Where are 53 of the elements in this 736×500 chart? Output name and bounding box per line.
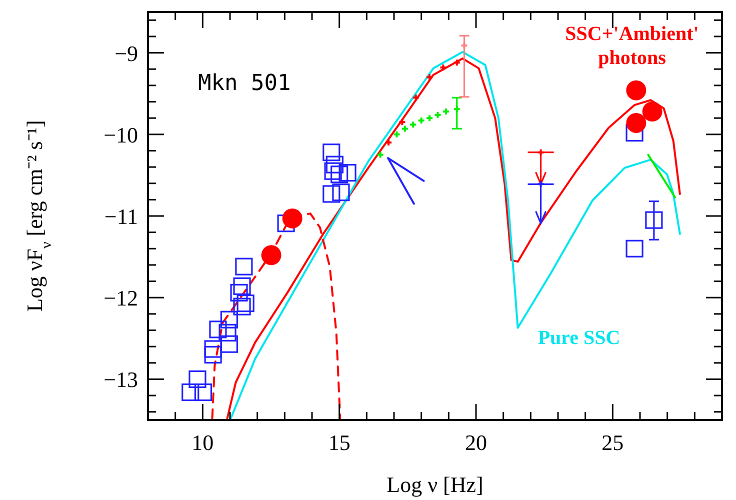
y-tick-label: −10 bbox=[104, 122, 138, 148]
x-tick-label: 10 bbox=[192, 430, 214, 455]
point bbox=[322, 185, 340, 203]
point bbox=[645, 211, 663, 229]
point bbox=[220, 335, 238, 353]
x-tick-label: 15 bbox=[328, 430, 350, 455]
point bbox=[392, 130, 401, 138]
point bbox=[452, 105, 461, 114]
point bbox=[400, 124, 409, 133]
point bbox=[235, 258, 253, 276]
point bbox=[277, 214, 295, 232]
y-tick-label: −12 bbox=[104, 286, 138, 311]
x-tick-label: 20 bbox=[465, 430, 487, 455]
x-tick-label: 25 bbox=[602, 430, 624, 455]
point bbox=[233, 298, 251, 316]
point bbox=[409, 120, 418, 129]
point bbox=[322, 144, 340, 162]
point bbox=[626, 80, 646, 100]
point bbox=[324, 162, 342, 180]
y-tick-label: −11 bbox=[104, 204, 138, 229]
point bbox=[218, 324, 236, 342]
point bbox=[261, 245, 282, 266]
point bbox=[434, 110, 442, 119]
point bbox=[626, 124, 644, 142]
point bbox=[233, 277, 251, 295]
point bbox=[626, 112, 646, 133]
point bbox=[452, 58, 461, 67]
point bbox=[204, 346, 222, 364]
point bbox=[330, 166, 348, 184]
point bbox=[338, 164, 356, 182]
point bbox=[236, 294, 254, 312]
point bbox=[642, 102, 662, 122]
point bbox=[412, 94, 420, 102]
point bbox=[626, 240, 644, 258]
x-axis-title: Log ν [Hz] bbox=[386, 472, 484, 497]
annotation: Mkn 501 bbox=[198, 71, 291, 96]
point bbox=[426, 114, 434, 122]
point bbox=[326, 156, 344, 174]
point bbox=[182, 383, 200, 402]
series-label: Pure SSC bbox=[538, 326, 620, 349]
point bbox=[332, 184, 350, 202]
point bbox=[204, 340, 222, 358]
point bbox=[376, 150, 384, 159]
point bbox=[398, 118, 406, 126]
y-tick-label: −9 bbox=[114, 40, 138, 66]
point bbox=[188, 370, 206, 388]
point bbox=[220, 310, 238, 328]
point bbox=[209, 320, 227, 338]
point bbox=[194, 383, 212, 402]
y-tick-label: −13 bbox=[104, 367, 138, 392]
point bbox=[230, 284, 248, 302]
point bbox=[282, 208, 302, 228]
text: SSC+'Ambient' photons bbox=[565, 23, 699, 69]
